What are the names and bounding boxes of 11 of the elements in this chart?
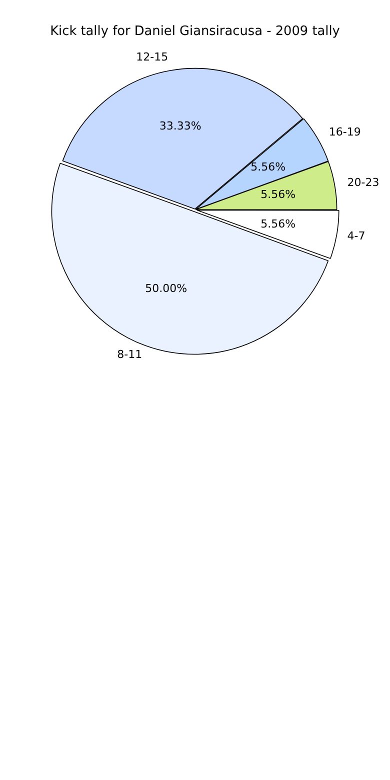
data-label: 5.56% <box>260 188 296 201</box>
data-label: 5.56% <box>260 217 296 230</box>
slice-label: 20-23 <box>347 176 380 189</box>
chart-title: Kick tally for Daniel Giansiracusa - 2009 tally <box>50 24 340 40</box>
slice-label: 16-19 <box>328 125 361 138</box>
slice-label: 4-7 <box>347 230 366 243</box>
data-label: 50.00% <box>145 282 188 295</box>
slice-label: 12-15 <box>136 50 168 64</box>
data-label: 33.33% <box>159 120 202 133</box>
slice-label: 8-11 <box>117 348 142 361</box>
data-label: 5.56% <box>250 160 286 174</box>
